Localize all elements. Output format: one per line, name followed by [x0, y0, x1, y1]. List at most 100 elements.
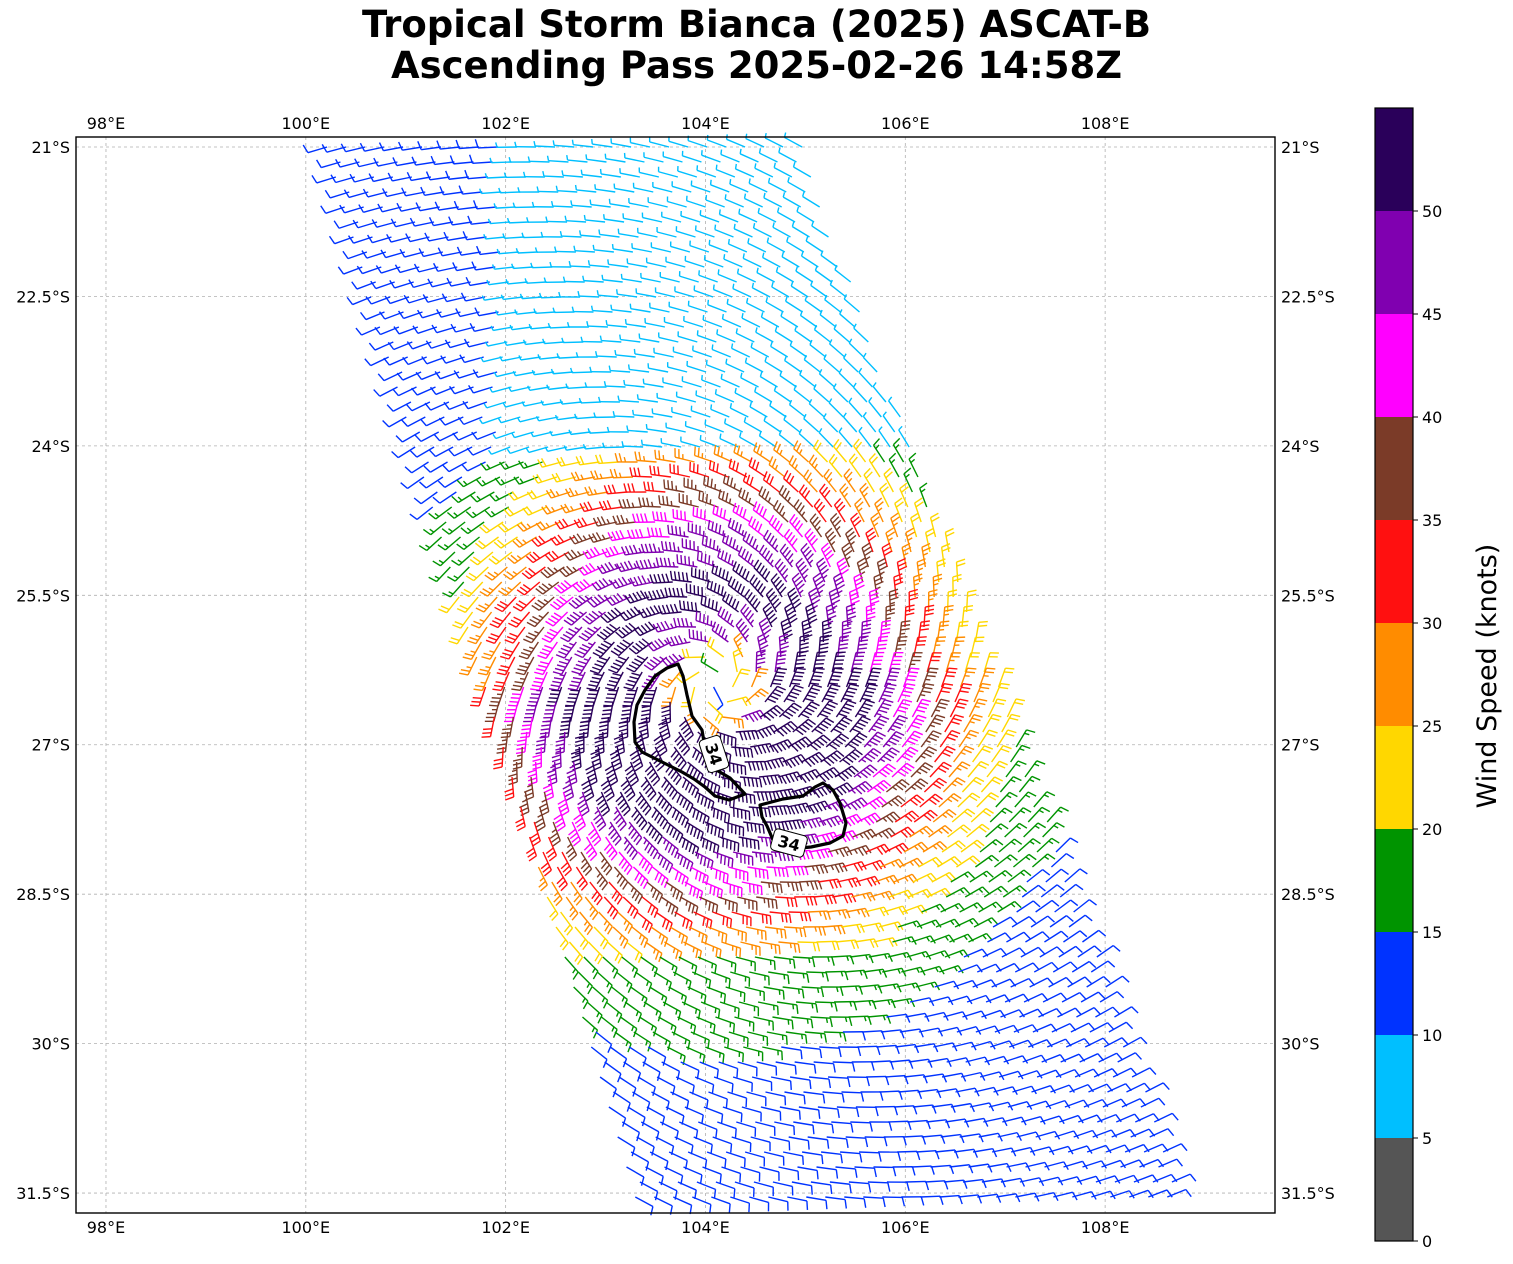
wind-barb	[888, 889, 914, 900]
wind-barb	[583, 214, 606, 223]
wind-barb	[992, 682, 1010, 703]
wind-barb	[391, 446, 416, 459]
wind-barb	[549, 430, 572, 437]
wind-barb	[381, 188, 407, 198]
wind-barb	[527, 761, 538, 786]
contour-34kt-west	[632, 662, 747, 802]
wind-barb	[901, 1196, 925, 1206]
wind-barb	[1064, 868, 1088, 883]
wind-barb	[439, 186, 464, 196]
wind-barb	[754, 956, 776, 970]
wind-barb	[740, 372, 759, 388]
wind-barb	[620, 544, 646, 556]
wind-barb	[681, 376, 702, 388]
wind-barb	[492, 671, 510, 692]
wind-barb	[998, 1070, 1024, 1080]
wind-barb	[1096, 944, 1121, 958]
wind-barb	[674, 286, 695, 298]
wind-barb	[753, 559, 771, 583]
wind-barb	[531, 201, 554, 208]
wind-barb	[480, 461, 505, 471]
wind-barb	[747, 238, 767, 253]
wind-barb	[959, 667, 977, 688]
wind-barb	[872, 763, 897, 778]
wind-barb	[710, 806, 731, 824]
wind-barb	[787, 736, 813, 752]
wind-barb	[856, 812, 882, 826]
wind-barb	[493, 203, 516, 209]
wind-barb	[1061, 991, 1087, 1003]
wind-barb	[544, 550, 570, 563]
colorbar-tick-label: 30	[1422, 614, 1442, 633]
wind-barb	[787, 971, 810, 983]
lon-tick-label-top: 106°E	[881, 114, 930, 133]
wind-barb	[858, 367, 874, 388]
wind-barb	[568, 595, 593, 610]
wind-barb	[942, 777, 966, 793]
wind-barb	[589, 199, 611, 208]
colorbar-bin	[1375, 1138, 1413, 1241]
wind-barb	[768, 1196, 789, 1211]
wind-barb	[773, 956, 796, 969]
wind-barb	[688, 926, 708, 945]
wind-barb	[470, 611, 493, 629]
wind-barb	[479, 521, 504, 534]
wind-barb	[1023, 822, 1047, 838]
wind-barb	[683, 477, 704, 493]
wind-barb	[776, 1001, 799, 1014]
wind-barb	[768, 514, 785, 538]
wind-barb	[684, 1106, 704, 1125]
wind-barb	[463, 338, 489, 348]
wind-barb	[827, 846, 853, 858]
wind-barb	[395, 431, 421, 443]
wind-barb	[888, 651, 904, 673]
wind-barb	[762, 602, 778, 628]
wind-barb	[582, 610, 606, 625]
lat-tick-label-left: 21°S	[31, 138, 70, 157]
wind-barb	[966, 823, 990, 838]
wind-barb	[678, 600, 701, 613]
wind-barb	[845, 527, 857, 553]
wind-barb	[559, 399, 582, 405]
wind-barb	[721, 941, 742, 958]
wind-barb	[661, 776, 678, 800]
wind-barb	[534, 806, 546, 832]
wind-barb	[678, 493, 699, 508]
wind-barb	[828, 1076, 851, 1088]
wind-barb	[518, 355, 541, 361]
wind-barb	[748, 457, 767, 478]
wind-barb	[1076, 1175, 1102, 1185]
wind-barb	[1110, 1190, 1135, 1199]
wind-barb	[834, 1000, 858, 1011]
wind-barb	[523, 776, 535, 801]
wind-barb	[727, 238, 748, 253]
wind-barb	[603, 381, 626, 388]
wind-barb	[573, 986, 589, 1010]
wind-barb	[735, 956, 756, 972]
wind-barb	[515, 731, 528, 755]
wind-barb	[978, 901, 1003, 913]
wind-barb	[867, 1181, 891, 1192]
wind-barb	[822, 1091, 845, 1103]
wind-barb	[887, 714, 908, 733]
wind-barb	[646, 527, 670, 538]
wind-barb	[839, 483, 852, 508]
wind-barb	[586, 1001, 603, 1024]
wind-barb	[788, 455, 805, 478]
wind-barb	[495, 142, 518, 148]
wind-barb	[735, 328, 755, 343]
wind-barb	[723, 254, 743, 268]
wind-barb	[808, 398, 825, 418]
lat-tick-label-right: 30°S	[1281, 1035, 1320, 1054]
wind-barb	[589, 366, 612, 373]
wind-barb	[929, 512, 940, 538]
axis-ticks: 98°E98°E100°E100°E102°E102°E104°E104°E10…	[16, 114, 1335, 1237]
wind-barb	[800, 542, 814, 568]
wind-barb	[419, 416, 445, 427]
wind-barb	[813, 498, 827, 523]
wind-barb	[816, 940, 840, 951]
colorbar-tick-label: 25	[1422, 717, 1442, 736]
wind-barb	[774, 1121, 796, 1136]
wind-barb	[843, 797, 869, 811]
wind-barb	[551, 881, 563, 907]
